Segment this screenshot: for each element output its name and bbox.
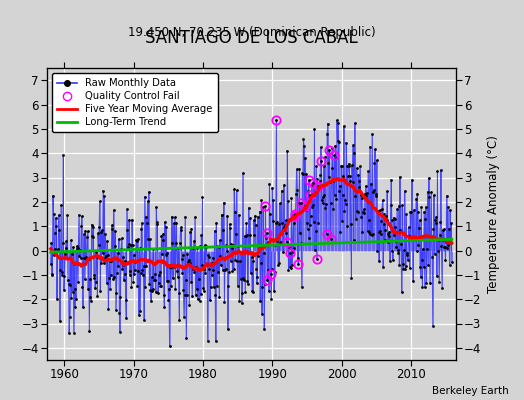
Text: Berkeley Earth: Berkeley Earth bbox=[432, 386, 508, 396]
Y-axis label: Temperature Anomaly (°C): Temperature Anomaly (°C) bbox=[487, 135, 500, 293]
Legend: Raw Monthly Data, Quality Control Fail, Five Year Moving Average, Long-Term Tren: Raw Monthly Data, Quality Control Fail, … bbox=[52, 73, 217, 132]
Text: 19.450 N, 70.235 W (Dominican Republic): 19.450 N, 70.235 W (Dominican Republic) bbox=[128, 26, 375, 39]
Title: SANTIAGO DE LOS CABAL: SANTIAGO DE LOS CABAL bbox=[145, 29, 358, 47]
